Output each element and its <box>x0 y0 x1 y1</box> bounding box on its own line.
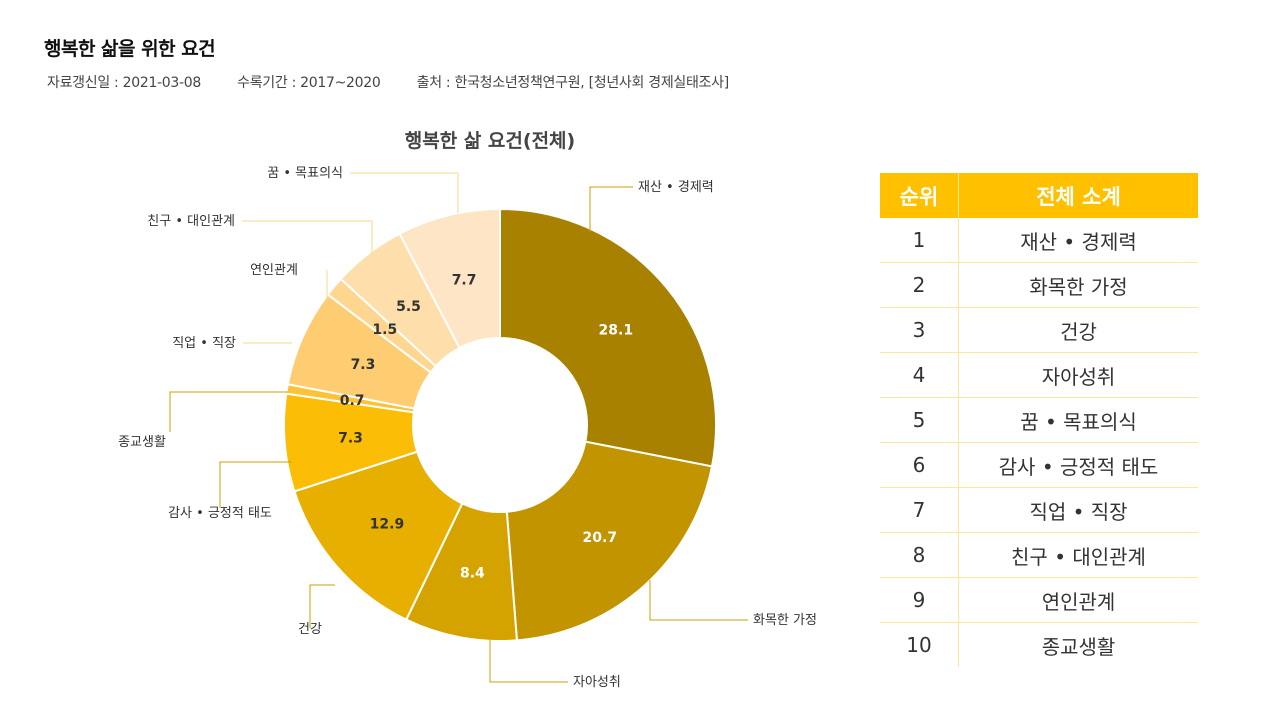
rank-column-header: 순위 <box>880 173 959 218</box>
slice-category-label: 자아성취 <box>573 675 621 690</box>
donut-slices <box>283 207 717 642</box>
item-cell: 종교생활 <box>1041 634 1116 659</box>
slice-category-label: 연인관계 <box>250 263 298 278</box>
table-row: 1 재산 • 경제력 <box>880 218 1198 263</box>
item-cell: 직업 • 직장 <box>958 487 1198 533</box>
table-row: 2 화목한 가정 <box>880 262 1198 308</box>
item-cell: 연인관계 <box>958 577 1198 623</box>
rank-cell: 7 <box>880 487 959 533</box>
slice-category-label: 친구 • 대인관계 <box>147 214 235 229</box>
slice-category-label: 종교생활 <box>118 435 166 450</box>
callout-line <box>242 220 373 254</box>
item-cell: 꿈 • 목표의식 <box>958 397 1198 443</box>
item-cell: 화목한 가정 <box>958 262 1198 308</box>
slice-value-label: 1.5 <box>372 322 397 338</box>
slice-category-label: 화목한 가정 <box>753 613 817 628</box>
slice-category-label: 건강 <box>298 622 322 637</box>
chart-title: 행복한 삶 요건(전체) <box>405 130 575 152</box>
table-header-row: 순위 전체 소계 <box>880 173 1198 218</box>
rank-cell: 3 <box>880 307 959 353</box>
table-row: 6 감사 • 긍정적 태도 <box>880 442 1198 488</box>
table-row: 3 건강 <box>880 307 1198 353</box>
slice-value-label: 7.3 <box>338 430 363 446</box>
callout-line <box>309 584 335 628</box>
item-cell: 건강 <box>958 307 1198 353</box>
rank-cell: 8 <box>880 532 959 578</box>
slice-value-label: 28.1 <box>599 323 634 339</box>
slice-value-label: 8.4 <box>460 565 485 581</box>
rank-cell: 5 <box>880 397 959 443</box>
ranking-table-body: 1 재산 • 경제력 2 화목한 가정 3 건강 4 자아성취 5 꿈 • 목표의식 6 감사 • 긍… <box>880 218 1198 667</box>
callout-line <box>589 186 633 232</box>
slice-value-label: 20.7 <box>583 530 618 546</box>
slice-data-labels: 28.1 20.7 8.4 12.9 7.3 0.7 7.3 1.5 5.5 7.7 <box>338 272 633 581</box>
item-cell: 친구 • 대인관계 <box>958 532 1198 578</box>
callout-line <box>489 640 568 683</box>
rank-cell: 10 <box>880 622 959 667</box>
callout-line <box>219 461 292 508</box>
rank-cell: 1 <box>880 218 959 263</box>
slice-category-label: 꿈 • 목표의식 <box>267 166 343 181</box>
ranking-table: 순위 전체 소계 1 재산 • 경제력 2 화목한 가정 3 건강 4 자아성취 5 꿈 • 목표… <box>880 173 1198 667</box>
callout-line <box>326 270 330 299</box>
page-title: 행복한 삶을 위한 요건 <box>44 38 216 60</box>
table-row: 8 친구 • 대인관계 <box>880 532 1198 578</box>
table-row: 7 직업 • 직장 <box>880 487 1198 533</box>
meta-row: 자료갱신일 : 2021-03-08 수록기간 : 2017~2020 출처 :… <box>47 72 761 92</box>
table-row: 4 자아성취 <box>880 352 1198 398</box>
callout-line <box>649 580 748 621</box>
slice-category-label: 감사 • 긍정적 태도 <box>168 506 272 521</box>
rank-cell: 9 <box>880 577 959 623</box>
data-source: 출처 : 한국청소년정책연구원, [청년사회 경제실태조사] <box>416 75 730 91</box>
donut-slice <box>398 207 501 350</box>
donut-slice <box>505 440 714 642</box>
donut-slice <box>499 207 717 468</box>
item-column-header: 전체 소계 <box>958 173 1198 218</box>
callout-line <box>350 172 459 213</box>
item-cell: 감사 • 긍정적 태도 <box>958 442 1198 488</box>
slice-value-label: 7.7 <box>452 272 477 288</box>
slice-value-label: 7.3 <box>351 357 376 373</box>
table-row: 9 연인관계 <box>880 577 1198 623</box>
slice-value-label: 12.9 <box>370 517 405 533</box>
slice-value-label: 5.5 <box>396 299 421 315</box>
item-cell: 재산 • 경제력 <box>958 218 1198 263</box>
slice-category-label: 재산 • 경제력 <box>638 180 714 195</box>
updated-date: 자료갱신일 : 2021-03-08 <box>47 75 201 91</box>
callout-line <box>169 391 288 432</box>
slice-category-label: 직업 • 직장 <box>172 336 236 351</box>
rank-cell: 2 <box>880 262 959 308</box>
item-cell: 자아성취 <box>958 352 1198 398</box>
donut-slice <box>293 450 464 621</box>
rank-cell: 6 <box>880 442 959 488</box>
table-row: 10 종교생활 <box>880 622 1198 667</box>
slice-value-label: 0.7 <box>340 393 365 409</box>
collection-period: 수록기간 : 2017~2020 <box>237 75 381 91</box>
rank-cell: 4 <box>880 352 959 398</box>
